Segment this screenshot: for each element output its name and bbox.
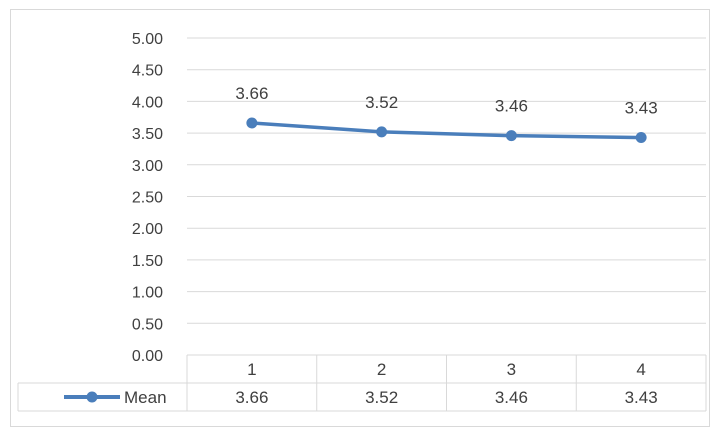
data-label: 3.66 bbox=[235, 84, 268, 103]
y-tick-label: 3.00 bbox=[132, 158, 163, 175]
table-cell-value: 3.46 bbox=[495, 388, 528, 407]
data-point bbox=[376, 126, 388, 138]
y-tick-label: 5.00 bbox=[132, 31, 163, 48]
table-cell-value: 3.43 bbox=[625, 388, 658, 407]
y-tick-label: 1.00 bbox=[132, 285, 163, 302]
y-tick-label: 0.00 bbox=[132, 348, 163, 365]
data-point bbox=[505, 130, 517, 142]
category-label: 3 bbox=[507, 360, 516, 379]
category-label: 4 bbox=[636, 360, 645, 379]
y-tick-label: 3.50 bbox=[132, 126, 163, 143]
data-label: 3.52 bbox=[365, 93, 398, 112]
legend-marker bbox=[86, 391, 98, 403]
y-tick-label: 4.50 bbox=[132, 63, 163, 80]
data-label: 3.46 bbox=[495, 97, 528, 116]
series-line-mean bbox=[250, 121, 643, 140]
table-cell-value: 3.52 bbox=[365, 388, 398, 407]
data-label: 3.43 bbox=[625, 99, 658, 118]
data-point bbox=[635, 132, 647, 144]
chart-area bbox=[10, 9, 710, 427]
y-tick-label: 0.50 bbox=[132, 316, 163, 333]
category-label: 1 bbox=[247, 360, 256, 379]
y-tick-label: 2.50 bbox=[132, 190, 163, 207]
y-tick-label: 4.00 bbox=[132, 94, 163, 111]
category-label: 2 bbox=[377, 360, 386, 379]
y-tick-label: 2.00 bbox=[132, 221, 163, 238]
table-cell-value: 3.66 bbox=[235, 388, 268, 407]
y-tick-label: 1.50 bbox=[132, 253, 163, 270]
legend-label: Mean bbox=[124, 388, 167, 407]
data-point bbox=[246, 117, 258, 129]
